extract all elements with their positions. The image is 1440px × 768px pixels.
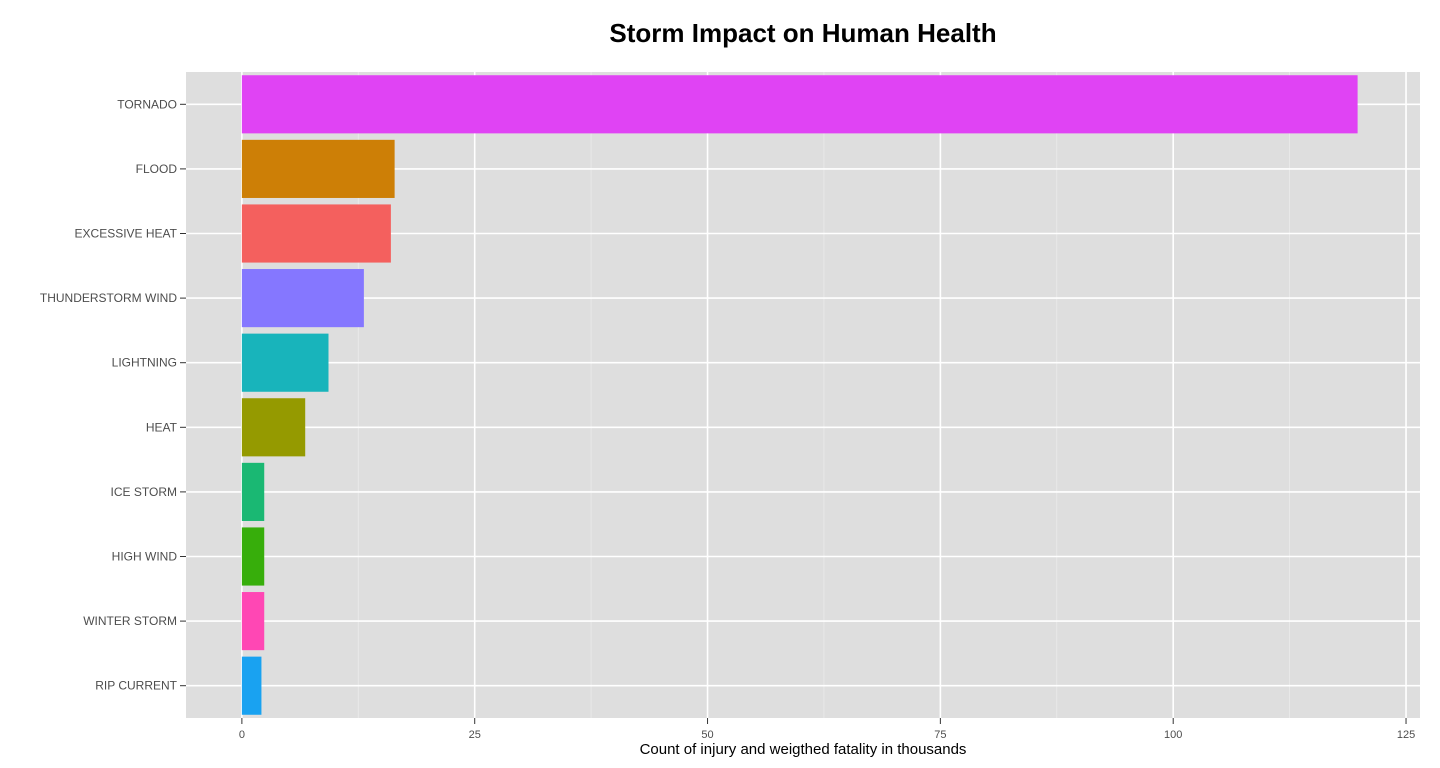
y-tick-label: WINTER STORM [83, 614, 177, 628]
bar-ice-storm [241, 462, 265, 521]
y-tick-label: HEAT [146, 420, 178, 434]
x-tick-label: 75 [934, 729, 946, 741]
x-tick-label: 100 [1164, 729, 1182, 741]
y-tick-label: THUNDERSTORM WIND [40, 291, 177, 305]
y-tick-label: LIGHTNING [112, 356, 177, 370]
x-tick-label: 125 [1397, 729, 1415, 741]
bar-tornado [241, 75, 1358, 134]
y-tick-label: ICE STORM [111, 485, 177, 499]
y-tick-label: FLOOD [136, 162, 178, 176]
bar-rip-current [241, 656, 262, 715]
y-tick-label: HIGH WIND [112, 550, 178, 564]
x-tick-label: 25 [469, 729, 481, 741]
x-axis: 0 25 50 75 100 125 [239, 718, 1415, 741]
y-tick-label: EXCESSIVE HEAT [75, 227, 178, 241]
x-tick-label: 50 [701, 729, 713, 741]
x-tick-label: 0 [239, 729, 245, 741]
bar-flood [241, 139, 395, 198]
y-tick-label: TORNADO [117, 97, 177, 111]
bar-lightning [241, 333, 329, 392]
y-axis: TORNADO FLOOD EXCESSIVE HEAT THUNDERSTORM W… [40, 97, 186, 693]
bars [241, 75, 1358, 715]
x-axis-title: Count of injury and weigthed fatality in… [640, 741, 967, 758]
bar-high-wind [241, 527, 265, 586]
chart-title: Storm Impact on Human Health [609, 18, 997, 48]
bar-heat [241, 398, 306, 457]
bar-winter-storm [241, 592, 265, 651]
bar-excessive-heat [241, 204, 391, 263]
bar-thunderstorm-wind [241, 269, 364, 328]
y-tick-label: RIP CURRENT [95, 679, 177, 693]
